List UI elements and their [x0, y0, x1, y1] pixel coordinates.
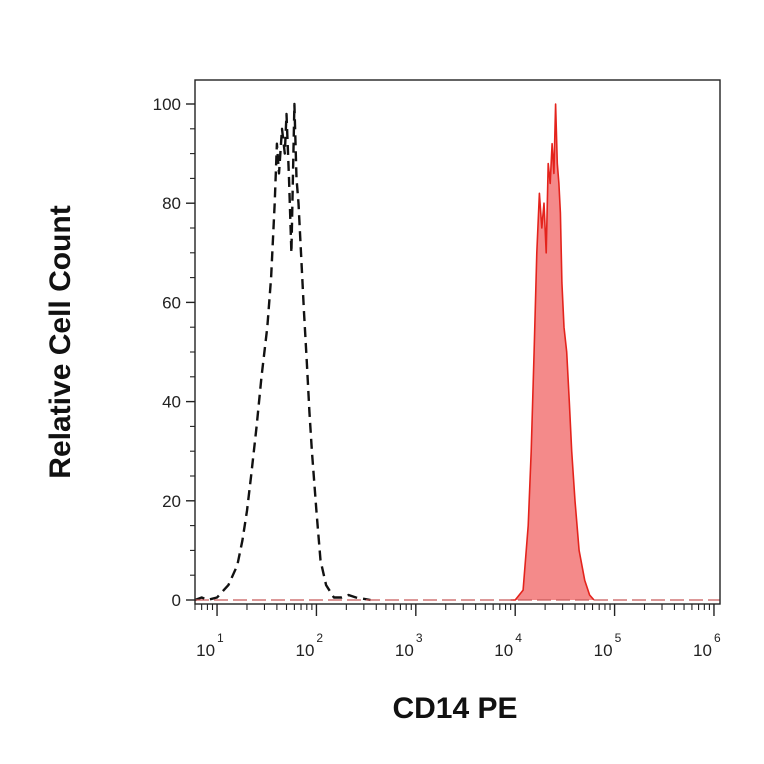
x-tick-exponent-5: 6 — [714, 631, 721, 645]
x-axis-title: CD14 PE — [392, 692, 517, 725]
x-tick-label-5: 10 — [693, 641, 712, 660]
series-1-fill — [510, 104, 594, 600]
x-tick-label-0: 10 — [196, 641, 215, 660]
x-tick-exponent-3: 4 — [515, 631, 522, 645]
series-layer — [194, 102, 720, 602]
x-tick-label-4: 10 — [594, 641, 613, 660]
x-tick-label-2: 10 — [395, 641, 414, 660]
y-axis: 0 20 40 60 80 100 — [153, 95, 195, 610]
series-0-line — [194, 102, 371, 602]
y-axis-title: Relative Cell Count — [44, 205, 77, 478]
x-tick-exponent-0: 1 — [217, 631, 224, 645]
x-tick-exponent-2: 3 — [416, 631, 423, 645]
y-tick-label-3: 60 — [162, 293, 181, 312]
x-tick-exponent-4: 5 — [615, 631, 622, 645]
plot-frame — [194, 79, 721, 605]
y-tick-label-1: 20 — [162, 492, 181, 511]
y-tick-label-5: 100 — [153, 95, 181, 114]
y-tick-label-0: 0 — [172, 591, 181, 610]
x-tick-label-1: 10 — [296, 641, 315, 660]
x-tick-exponent-1: 2 — [316, 631, 323, 645]
y-tick-label-4: 80 — [162, 194, 181, 213]
y-tick-label-2: 40 — [162, 393, 181, 412]
series-1-line — [510, 103, 595, 601]
x-tick-label-3: 10 — [494, 641, 513, 660]
